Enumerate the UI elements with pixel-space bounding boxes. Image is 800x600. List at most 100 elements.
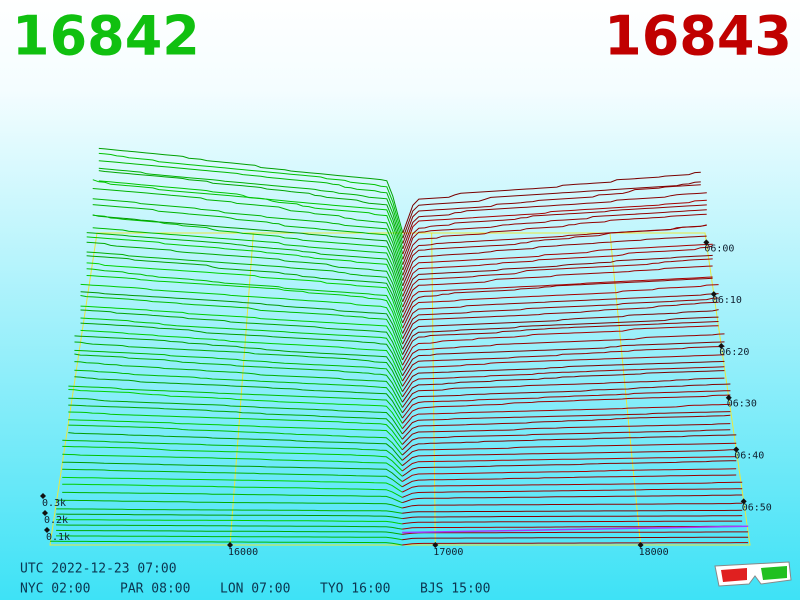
ask-ridge — [402, 494, 743, 504]
ask-ridge — [402, 301, 719, 345]
ask-ridge — [402, 383, 731, 414]
price-tick-label: 18000 — [639, 547, 669, 558]
bid-ridge — [62, 483, 403, 498]
bid-price: 16842 — [12, 5, 200, 68]
ask-ridge — [401, 434, 737, 456]
depth-tick — [40, 493, 46, 499]
ask-ridge — [402, 181, 701, 239]
bid-ridge — [74, 349, 403, 398]
bid-ridge — [92, 214, 404, 287]
ask-ridge — [402, 321, 719, 361]
ask-ridge — [402, 316, 719, 355]
ask-ridge — [401, 394, 731, 424]
bid-ridge — [86, 262, 404, 329]
ask-ridge — [402, 204, 707, 260]
ask-ridge — [401, 423, 731, 445]
bid-ridge — [92, 204, 404, 281]
bid-ridge — [62, 461, 403, 482]
time-tick — [740, 498, 747, 505]
bid-ridge — [80, 329, 403, 382]
ask-ridge — [402, 542, 749, 546]
bid-ridge — [80, 309, 403, 366]
ask-ridge — [402, 265, 713, 313]
ask-ridge — [401, 414, 731, 440]
ask-ridge — [402, 284, 719, 329]
ask-ridge — [402, 209, 707, 265]
ask-ridge — [401, 460, 737, 477]
depth-tick — [44, 527, 50, 533]
time-tick — [733, 446, 740, 453]
time-tick — [703, 239, 710, 246]
bid-ridge — [62, 491, 403, 504]
time-tick-label: 06:00 — [704, 243, 734, 254]
ask-ridge — [401, 429, 731, 451]
bid-ridge — [68, 385, 403, 424]
bid-ridge — [56, 535, 403, 541]
bid-ridge — [74, 369, 403, 414]
ask-ridge — [402, 276, 713, 318]
ask-ridge — [402, 258, 713, 308]
bid-ridge — [68, 419, 403, 451]
ask-ridge — [402, 309, 719, 350]
utc-time: UTC 2022-12-23 07:00 — [20, 562, 177, 577]
bid-ridge — [86, 232, 404, 302]
clock: PAR 08:00 — [120, 582, 190, 597]
bid-ridge — [92, 227, 404, 297]
ask-ridge — [401, 403, 731, 429]
ask-ridge — [401, 468, 737, 482]
bid-ridge — [80, 317, 403, 371]
ask-ridge — [401, 411, 731, 435]
bid-ridge — [86, 236, 404, 308]
ask-ridge — [402, 333, 725, 371]
ask-ridge — [402, 199, 707, 255]
ask-ridge — [401, 456, 737, 472]
bid-ridge — [86, 255, 404, 324]
bid-ridge — [98, 167, 404, 250]
bid-ridge — [98, 152, 404, 239]
ask-ridge — [402, 354, 725, 387]
ask-ridge — [402, 293, 719, 334]
bid-ridge — [68, 424, 403, 456]
time-tick-label: 06:20 — [719, 347, 749, 358]
ask-price: 16843 — [604, 5, 792, 68]
bid-ridge — [50, 540, 403, 546]
ask-ridge — [402, 488, 743, 498]
clock: LON 07:00 — [220, 582, 290, 597]
axis-labels: 16000 17000 18000 06:00 06:10 06:20 06:30 06:40… — [40, 239, 772, 558]
ask-ridge — [402, 390, 731, 419]
price-tick — [227, 542, 234, 548]
bid-ridge — [68, 397, 403, 435]
bid-ridge — [86, 241, 404, 313]
bid-ridge — [62, 453, 403, 477]
price-tick-label: 17000 — [433, 547, 463, 558]
bid-ridge — [86, 275, 404, 339]
time-tick — [725, 394, 732, 401]
ask-ridge — [402, 235, 707, 287]
time-tick-label: 06:10 — [712, 295, 742, 306]
ask-ridge — [401, 474, 737, 488]
ask-ridge — [402, 171, 701, 234]
bid-ridge — [56, 508, 403, 514]
depth-tick-label: 0.1k — [46, 532, 70, 543]
ask-ridge — [402, 254, 713, 302]
time-tick — [718, 342, 725, 349]
ask-ridge — [402, 213, 707, 271]
bid-ridge — [56, 519, 403, 525]
ask-ridge — [402, 366, 725, 398]
bid-ridge — [80, 305, 403, 361]
ask-ridge — [402, 341, 725, 377]
clock: TYO 16:00 — [320, 582, 390, 597]
bid-ridge — [68, 432, 403, 461]
bid-ridge — [62, 476, 403, 493]
bid-ridge — [86, 268, 404, 334]
bid-ridge — [80, 295, 404, 355]
price-tick — [637, 542, 644, 548]
ask-ridge — [401, 449, 737, 467]
ask-baseline — [402, 525, 749, 534]
bid-ridge — [68, 389, 403, 429]
bid-ridge — [80, 291, 404, 350]
bid-ridge — [56, 513, 403, 520]
bid-ridge — [92, 198, 404, 276]
ask-ridge — [402, 525, 743, 530]
